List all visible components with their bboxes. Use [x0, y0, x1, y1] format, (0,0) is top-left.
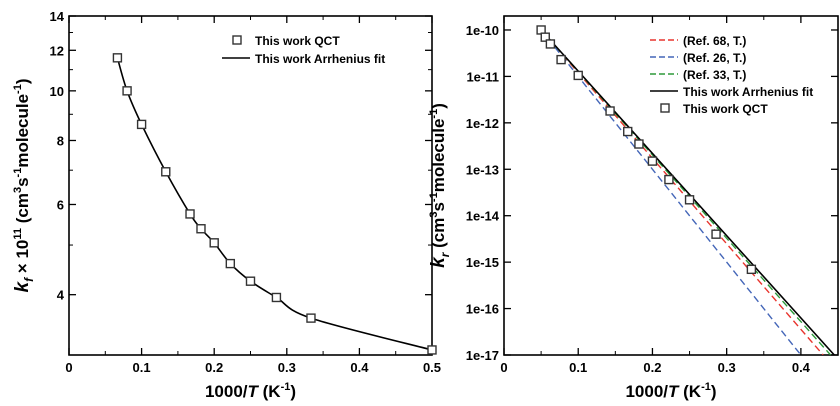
- plot-area: [116, 57, 432, 351]
- y-tick-label: 1e-16: [466, 302, 499, 317]
- x-tick-label: 0.4: [350, 360, 369, 375]
- x-tick-label: 0.3: [718, 360, 736, 375]
- x-tick-label: 0.2: [205, 360, 223, 375]
- data-point: [306, 313, 316, 323]
- legend-marker: [660, 103, 670, 113]
- chart-panel-kr: 0 0.1 0.2 0.3 0.4 1e-17 1e-16 1e-15 1e-14 1e-13 1e…: [428, 15, 839, 401]
- x-tick-label: 0.5: [423, 360, 441, 375]
- x-tick-label: 0.2: [643, 360, 661, 375]
- data-point: [136, 119, 147, 130]
- x-axis-title: 1000/T (K-1): [625, 381, 716, 401]
- y-tick-label: 1e-15: [466, 255, 499, 270]
- plot-frame: [503, 15, 839, 356]
- data-point: [225, 258, 236, 269]
- data-point: [271, 292, 282, 303]
- data-point: [623, 126, 633, 137]
- y-tick-label: 6: [57, 197, 64, 212]
- y-tick-label: 12: [50, 43, 64, 58]
- x-tick-label: 0: [65, 360, 72, 375]
- y-tick-label: 14: [50, 9, 65, 24]
- y-axis-title: kr (cm3s-1molecule-1): [428, 103, 452, 268]
- data-point: [209, 238, 219, 248]
- series-line--ref-26-t-: [540, 29, 802, 355]
- plot-frame: [68, 15, 433, 356]
- data-point: [605, 106, 615, 116]
- legend-label: (Ref. 68, T.): [683, 34, 746, 48]
- y-tick-label: 1e-10: [466, 23, 499, 38]
- x-tick-label: 0.4: [792, 360, 811, 375]
- legend-label: (Ref. 26, T.): [683, 51, 746, 65]
- x-axis-title: 1000/T (K-1): [205, 381, 296, 401]
- legend-marker: [232, 35, 242, 45]
- legend-label: (Ref. 33, T.): [683, 68, 746, 82]
- data-point: [664, 174, 674, 185]
- y-tick-label: 1e-12: [466, 116, 499, 131]
- plot-area: [540, 29, 835, 355]
- data-point: [185, 209, 195, 219]
- series-line-this-work-arrhenius-fit: [116, 57, 432, 351]
- data-point: [122, 86, 132, 96]
- y-tick-label: 10: [50, 84, 64, 99]
- data-point: [245, 276, 256, 286]
- data-point: [112, 53, 123, 63]
- y-tick-label: 1e-13: [466, 162, 499, 177]
- y-tick-label: 8: [57, 133, 64, 148]
- data-point: [540, 32, 550, 42]
- data-point: [427, 345, 437, 355]
- data-point: [556, 54, 566, 65]
- legend-label: This work QCT: [683, 102, 768, 116]
- chart-panel-kf: 0 0.1 0.2 0.3 0.4 0.5 4 6 8 10 12 14 This work QCT Th…: [12, 9, 441, 401]
- x-tick-label: 0.1: [133, 360, 151, 375]
- series-line--ref-68-t-: [540, 29, 824, 355]
- data-point: [196, 224, 206, 234]
- data-point: [634, 139, 644, 149]
- legend-label: This work QCT: [255, 34, 340, 48]
- legend-label: This work Arrhenius fit: [683, 85, 813, 99]
- legend-label: This work Arrhenius fit: [255, 52, 385, 66]
- series-line-this-work-arrhenius-fit: [540, 29, 835, 355]
- y-tick-label: 1e-17: [466, 348, 499, 363]
- data-point: [161, 167, 171, 177]
- data-point: [684, 195, 695, 205]
- data-point: [647, 156, 658, 166]
- data-point: [545, 39, 556, 49]
- x-tick-label: 0.3: [278, 360, 296, 375]
- data-point: [711, 229, 721, 239]
- y-axis-title: kf × 1011 (cm3s-1molecule-1): [12, 78, 36, 292]
- data-point: [573, 70, 583, 81]
- y-tick-label: 1e-14: [466, 209, 500, 224]
- data-point: [746, 264, 757, 275]
- y-tick-label: 4: [57, 288, 65, 303]
- y-tick-label: 1e-11: [466, 69, 499, 84]
- x-tick-label: 0: [500, 360, 507, 375]
- x-tick-label: 0.1: [569, 360, 587, 375]
